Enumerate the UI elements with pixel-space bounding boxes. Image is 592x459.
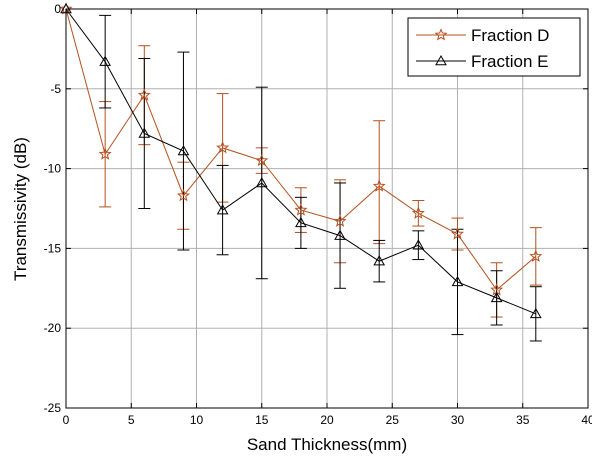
x-tick-label: 20 <box>320 413 334 427</box>
fraction-e-point <box>177 145 190 156</box>
x-tick-label: 10 <box>190 413 204 427</box>
legend-box <box>407 17 581 77</box>
fraction-d-point <box>450 227 465 240</box>
fraction-d-point <box>176 188 190 202</box>
fraction-e-point <box>138 127 151 138</box>
x-axis-label: Sand Thickness(mm) <box>247 435 407 454</box>
fraction-d-point <box>529 249 543 262</box>
y-tick-label: -20 <box>44 321 62 335</box>
y-tick-label: -25 <box>44 401 62 415</box>
axis-ticks: 0 5 10 15 20 25 30 35 40 -25 -20 -15 -10 -5 0 <box>44 2 592 427</box>
fraction-d-point <box>294 203 308 216</box>
fraction-d-point <box>255 153 269 167</box>
legend-label-fraction-d: Fraction D <box>471 26 549 45</box>
x-tick-label: 30 <box>451 413 465 427</box>
fraction-e-line <box>65 8 536 315</box>
fraction-d-point <box>137 88 151 101</box>
fraction-d-point <box>372 179 386 192</box>
legend-marker-fraction-d <box>434 28 448 41</box>
x-tick-label: 0 <box>63 413 70 427</box>
fraction-d-point <box>411 206 425 219</box>
y-tick-label: -5 <box>50 82 61 96</box>
fraction-e-point <box>373 255 386 266</box>
fraction-e-point <box>99 55 112 66</box>
fraction-d-point <box>216 140 230 154</box>
legend-marker-fraction-e <box>435 54 447 66</box>
fraction-e-point <box>412 239 425 250</box>
fraction-d-line <box>65 8 537 291</box>
x-tick-label: 5 <box>128 413 135 427</box>
fraction-e-point <box>295 216 307 228</box>
y-tick-label: -15 <box>44 241 62 255</box>
x-tick-label: 15 <box>255 413 269 427</box>
fraction-e-point <box>490 291 503 303</box>
fraction-e-point <box>334 229 346 240</box>
fraction-e-point <box>255 176 268 188</box>
x-tick-label: 25 <box>386 413 400 427</box>
fraction-e-point <box>216 204 229 215</box>
fraction-e-point <box>451 275 464 287</box>
x-tick-label: 35 <box>516 413 530 427</box>
fraction-d-point <box>98 147 112 160</box>
series-markers <box>59 2 543 319</box>
fraction-e-point <box>529 307 542 319</box>
legend-label-fraction-e: Fraction E <box>471 52 548 71</box>
x-tick-label: 40 <box>581 413 592 427</box>
y-axis-label: Transmissivity (dB) <box>11 137 30 281</box>
series-lines <box>65 8 537 315</box>
legend: Fraction D Fraction E <box>407 17 581 77</box>
y-tick-label: 0 <box>54 2 61 16</box>
y-tick-label: -10 <box>44 162 62 176</box>
fraction-d-point <box>333 214 347 227</box>
